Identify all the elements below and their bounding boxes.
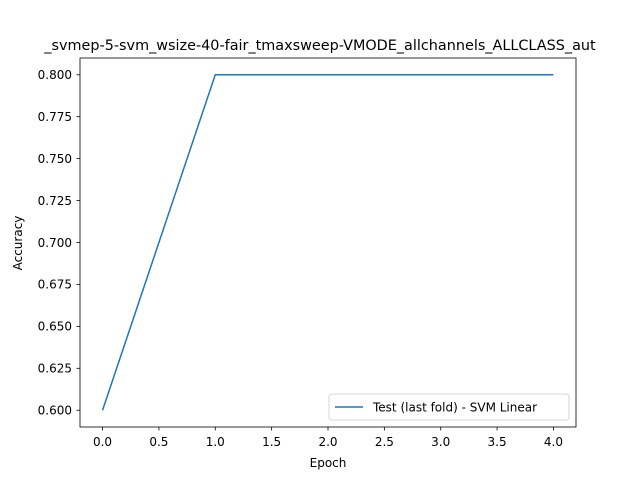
- legend-box: [328, 393, 570, 421]
- x-tick-label: 0.5: [149, 435, 168, 449]
- x-tick-label: 2.5: [375, 435, 394, 449]
- series-line: [101, 74, 554, 411]
- y-tick-label: 0.625: [38, 362, 72, 376]
- y-tick-label: 0.650: [38, 320, 72, 334]
- y-tick-label: 0.775: [38, 110, 72, 124]
- x-axis: 0.0 0.5 1.0 1.5 2.0 2.5 3.0 3.5 4.0: [93, 427, 563, 449]
- y-tick-label: 0.700: [38, 236, 72, 250]
- x-tick-label: 2.0: [318, 435, 337, 449]
- x-tick-label: 0.0: [93, 435, 112, 449]
- legend: Test (last fold) - SVM Linear: [328, 393, 570, 421]
- y-axis-label: Accuracy: [11, 216, 25, 271]
- y-tick-label: 0.675: [38, 278, 72, 292]
- x-axis-label: Epoch: [310, 456, 347, 470]
- x-tick-label: 1.0: [206, 435, 225, 449]
- chart-title: _svmep-5-svm_wsize-40-fair_tmaxsweep-VMO…: [43, 38, 596, 54]
- y-tick-label: 0.800: [38, 68, 72, 82]
- y-axis: 0.600 0.625 0.650 0.675 0.700 0.725 0.750 0.775…: [38, 68, 80, 418]
- y-tick-label: 0.600: [38, 404, 72, 418]
- legend-label: Test (last fold) - SVM Linear: [372, 400, 537, 414]
- y-tick-label: 0.725: [38, 194, 72, 208]
- y-tick-label: 0.750: [38, 152, 72, 166]
- x-tick-label: 3.5: [488, 435, 507, 449]
- x-tick-label: 4.0: [544, 435, 563, 449]
- x-tick-label: 3.0: [431, 435, 450, 449]
- x-tick-label: 1.5: [262, 435, 281, 449]
